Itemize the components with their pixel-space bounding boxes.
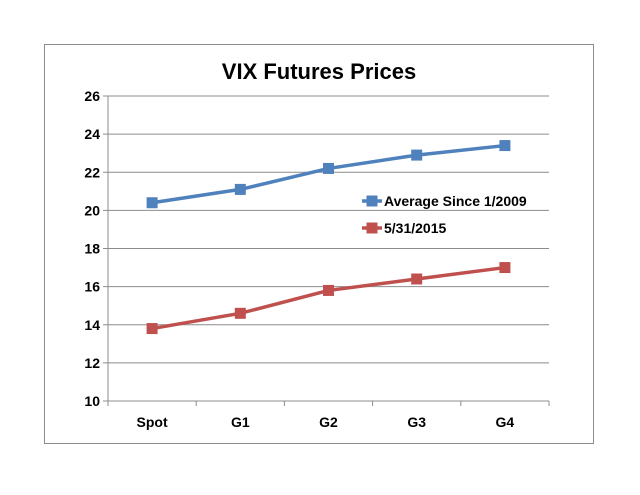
legend: Average Since 1/2009 5/31/2015	[362, 193, 527, 236]
y-tick-label-10: 10	[84, 393, 100, 409]
legend-label-1: 5/31/2015	[384, 220, 446, 236]
data-point-s0-g1	[234, 183, 246, 195]
series-group	[146, 140, 511, 335]
data-point-s0-g4	[499, 140, 511, 152]
legend-marker-0	[366, 195, 378, 207]
data-point-s1-spot	[146, 323, 158, 335]
x-tick-label-g2: G2	[319, 414, 338, 430]
y-tick-label-26: 26	[84, 88, 100, 104]
x-tick-label-spot: Spot	[137, 414, 168, 430]
y-tick-label-12: 12	[84, 355, 100, 371]
series-line-1	[151, 265, 506, 331]
x-axis-ticks: Spot G1 G2 G3 G4	[107, 401, 550, 430]
data-point-s0-spot	[146, 197, 158, 209]
data-point-s1-g2	[323, 284, 334, 296]
y-tick-label-18: 18	[84, 241, 100, 257]
y-tick-label-24: 24	[84, 126, 100, 142]
chart-title: VIX Futures Prices	[222, 59, 416, 84]
gridlines	[107, 95, 549, 402]
x-tick-label-g3: G3	[407, 414, 426, 430]
y-axis-ticks: 10 12 14 16 18 20 22 24 26	[84, 88, 108, 409]
x-tick-label-g1: G1	[231, 414, 250, 430]
data-point-s1-g1	[234, 307, 246, 319]
y-tick-label-16: 16	[84, 279, 100, 295]
legend-label-0: Average Since 1/2009	[384, 193, 527, 209]
y-tick-label-14: 14	[84, 317, 100, 333]
data-point-s1-g3	[411, 273, 423, 285]
x-tick-label-g4: G4	[496, 414, 515, 430]
data-point-s0-g2	[323, 162, 334, 174]
chart-frame	[44, 44, 594, 444]
y-tick-label-20: 20	[84, 202, 100, 218]
data-point-s1-g4	[499, 262, 511, 274]
data-point-s0-g3	[411, 149, 423, 161]
legend-marker-1	[366, 222, 378, 234]
y-tick-label-22: 22	[84, 164, 100, 180]
